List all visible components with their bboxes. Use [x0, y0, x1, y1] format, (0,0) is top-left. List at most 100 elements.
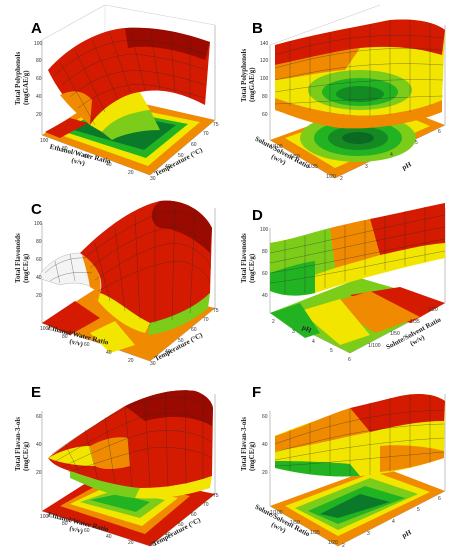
svg-text:100: 100 — [40, 138, 49, 144]
svg-text:2: 2 — [272, 319, 275, 325]
svg-text:40: 40 — [165, 349, 171, 355]
x-ticks-e: 30 40 50 60 70 75 — [150, 493, 219, 548]
svg-text:40: 40 — [262, 442, 268, 448]
svg-text:3: 3 — [367, 531, 370, 537]
svg-text:50: 50 — [178, 153, 184, 159]
svg-text:80: 80 — [62, 521, 68, 527]
svg-text:60: 60 — [36, 414, 42, 420]
panel-label-f: F — [252, 384, 262, 401]
svg-text:80: 80 — [62, 146, 68, 152]
svg-text:1/20: 1/20 — [326, 174, 336, 180]
surface-plot-b: 140 120 100 80 60 2 3 4 5 6 1/100 1/50 1/35 1/20 — [260, 4, 446, 182]
y-ticks-e: 100 80 60 40 20 — [40, 514, 134, 546]
svg-text:75: 75 — [213, 122, 219, 128]
svg-text:1/35: 1/35 — [310, 530, 320, 536]
svg-text:100: 100 — [40, 514, 49, 520]
svg-text:80: 80 — [62, 334, 68, 340]
z-ticks-e: 60 40 20 — [36, 414, 42, 476]
svg-text:40: 40 — [106, 534, 112, 540]
panel-label-c: C — [31, 201, 42, 218]
svg-text:80: 80 — [262, 94, 268, 100]
svg-text:100: 100 — [34, 221, 43, 227]
x-ticks-f: 2 3 4 5 6 — [342, 496, 441, 549]
svg-text:6: 6 — [348, 357, 351, 363]
x-ticks-d: 2 3 4 5 6 — [272, 319, 351, 363]
svg-text:70: 70 — [203, 131, 209, 137]
svg-text:5: 5 — [417, 507, 420, 513]
svg-text:1/100: 1/100 — [270, 510, 283, 516]
surface-plot-d: 100 80 60 40 2 3 4 5 6 1/20 1/35 1/50 1/100 — [260, 203, 446, 363]
y-ticks-d: 1/20 1/35 1/50 1/100 — [368, 307, 438, 349]
z-axis-label-e: Total Flavan-3-ols (mgCE/g) — [14, 417, 30, 471]
svg-text:1/50: 1/50 — [290, 154, 300, 160]
svg-text:40: 40 — [165, 532, 171, 538]
svg-text:70: 70 — [203, 317, 209, 323]
z-ticks-d: 100 80 60 40 — [260, 227, 269, 299]
svg-text:1/35: 1/35 — [410, 319, 420, 325]
z-ticks-b: 140 120 100 80 60 — [260, 41, 269, 118]
svg-text:30: 30 — [150, 176, 156, 182]
svg-text:5: 5 — [415, 140, 418, 146]
svg-text:40: 40 — [106, 350, 112, 356]
svg-text:20: 20 — [262, 470, 268, 476]
y-ticks-f: 1/100 1/50 1/35 1/20 — [270, 510, 338, 546]
svg-text:1/20: 1/20 — [428, 307, 438, 313]
svg-text:50: 50 — [178, 338, 184, 344]
svg-text:40: 40 — [165, 164, 171, 170]
svg-text:4: 4 — [312, 339, 315, 345]
x-ticks-c: 30 40 50 60 70 75 — [150, 308, 219, 366]
surface-plot-a: 100 80 60 40 20 30 40 50 60 70 75 100 80 60 40 20 — [34, 4, 219, 182]
panel-label-a: A — [31, 20, 42, 37]
svg-text:60: 60 — [262, 271, 268, 277]
panel-label-b: B — [252, 20, 263, 37]
svg-text:100: 100 — [40, 326, 49, 332]
svg-text:1/50: 1/50 — [390, 331, 400, 337]
z-ticks-a: 100 80 60 40 20 — [34, 41, 43, 118]
panel-label-e: E — [31, 384, 42, 401]
svg-text:140: 140 — [260, 41, 269, 47]
svg-text:20: 20 — [128, 540, 134, 546]
x-ticks-a: 30 40 50 60 70 75 — [150, 122, 219, 182]
svg-text:3: 3 — [292, 329, 295, 335]
svg-text:20: 20 — [36, 293, 42, 299]
z-ticks-f: 60 40 20 — [262, 414, 268, 476]
svg-text:3: 3 — [365, 164, 368, 170]
svg-text:1/35: 1/35 — [308, 164, 318, 170]
svg-text:1/100: 1/100 — [368, 343, 381, 349]
svg-text:60: 60 — [191, 142, 197, 148]
svg-text:30: 30 — [150, 542, 156, 548]
svg-text:40: 40 — [36, 94, 42, 100]
svg-text:6: 6 — [438, 129, 441, 135]
svg-text:5: 5 — [330, 348, 333, 354]
svg-text:75: 75 — [213, 308, 219, 314]
svg-text:20: 20 — [36, 470, 42, 476]
z-axis-label-d: Total Flavonoids (mgCE/g) — [240, 233, 256, 283]
x-ticks-b: 2 3 4 5 6 — [340, 129, 441, 182]
panel-f: 60 40 20 2 3 4 5 6 1/100 1/50 1/35 1/20 F Total F… — [230, 366, 459, 549]
svg-text:60: 60 — [36, 257, 42, 263]
svg-text:75: 75 — [213, 493, 219, 499]
svg-text:40: 40 — [262, 293, 268, 299]
svg-text:60: 60 — [262, 414, 268, 420]
svg-text:2: 2 — [340, 176, 343, 182]
svg-text:60: 60 — [84, 342, 90, 348]
svg-text:20: 20 — [128, 170, 134, 176]
svg-text:1/50: 1/50 — [290, 520, 300, 526]
svg-text:1/20: 1/20 — [328, 540, 338, 546]
y-ticks-b: 1/100 1/50 1/35 1/20 — [270, 144, 336, 180]
svg-text:100: 100 — [34, 41, 43, 47]
svg-text:60: 60 — [191, 512, 197, 518]
svg-text:80: 80 — [36, 58, 42, 64]
svg-text:60: 60 — [36, 76, 42, 82]
z-axis-label-b: Total Polyphenols (mgGAE/g) — [240, 48, 256, 102]
svg-text:100: 100 — [260, 227, 269, 233]
svg-text:4: 4 — [390, 152, 393, 158]
svg-text:70: 70 — [203, 502, 209, 508]
z-axis-label-c: Total Flavonoids (mgCE/g) — [14, 233, 30, 283]
svg-text:60: 60 — [84, 528, 90, 534]
svg-text:60: 60 — [191, 327, 197, 333]
svg-text:80: 80 — [262, 249, 268, 255]
panel-label-d: D — [252, 207, 263, 224]
panel-e: 60 40 20 30 40 50 60 70 75 100 80 60 40 20 E Total … — [0, 366, 229, 549]
